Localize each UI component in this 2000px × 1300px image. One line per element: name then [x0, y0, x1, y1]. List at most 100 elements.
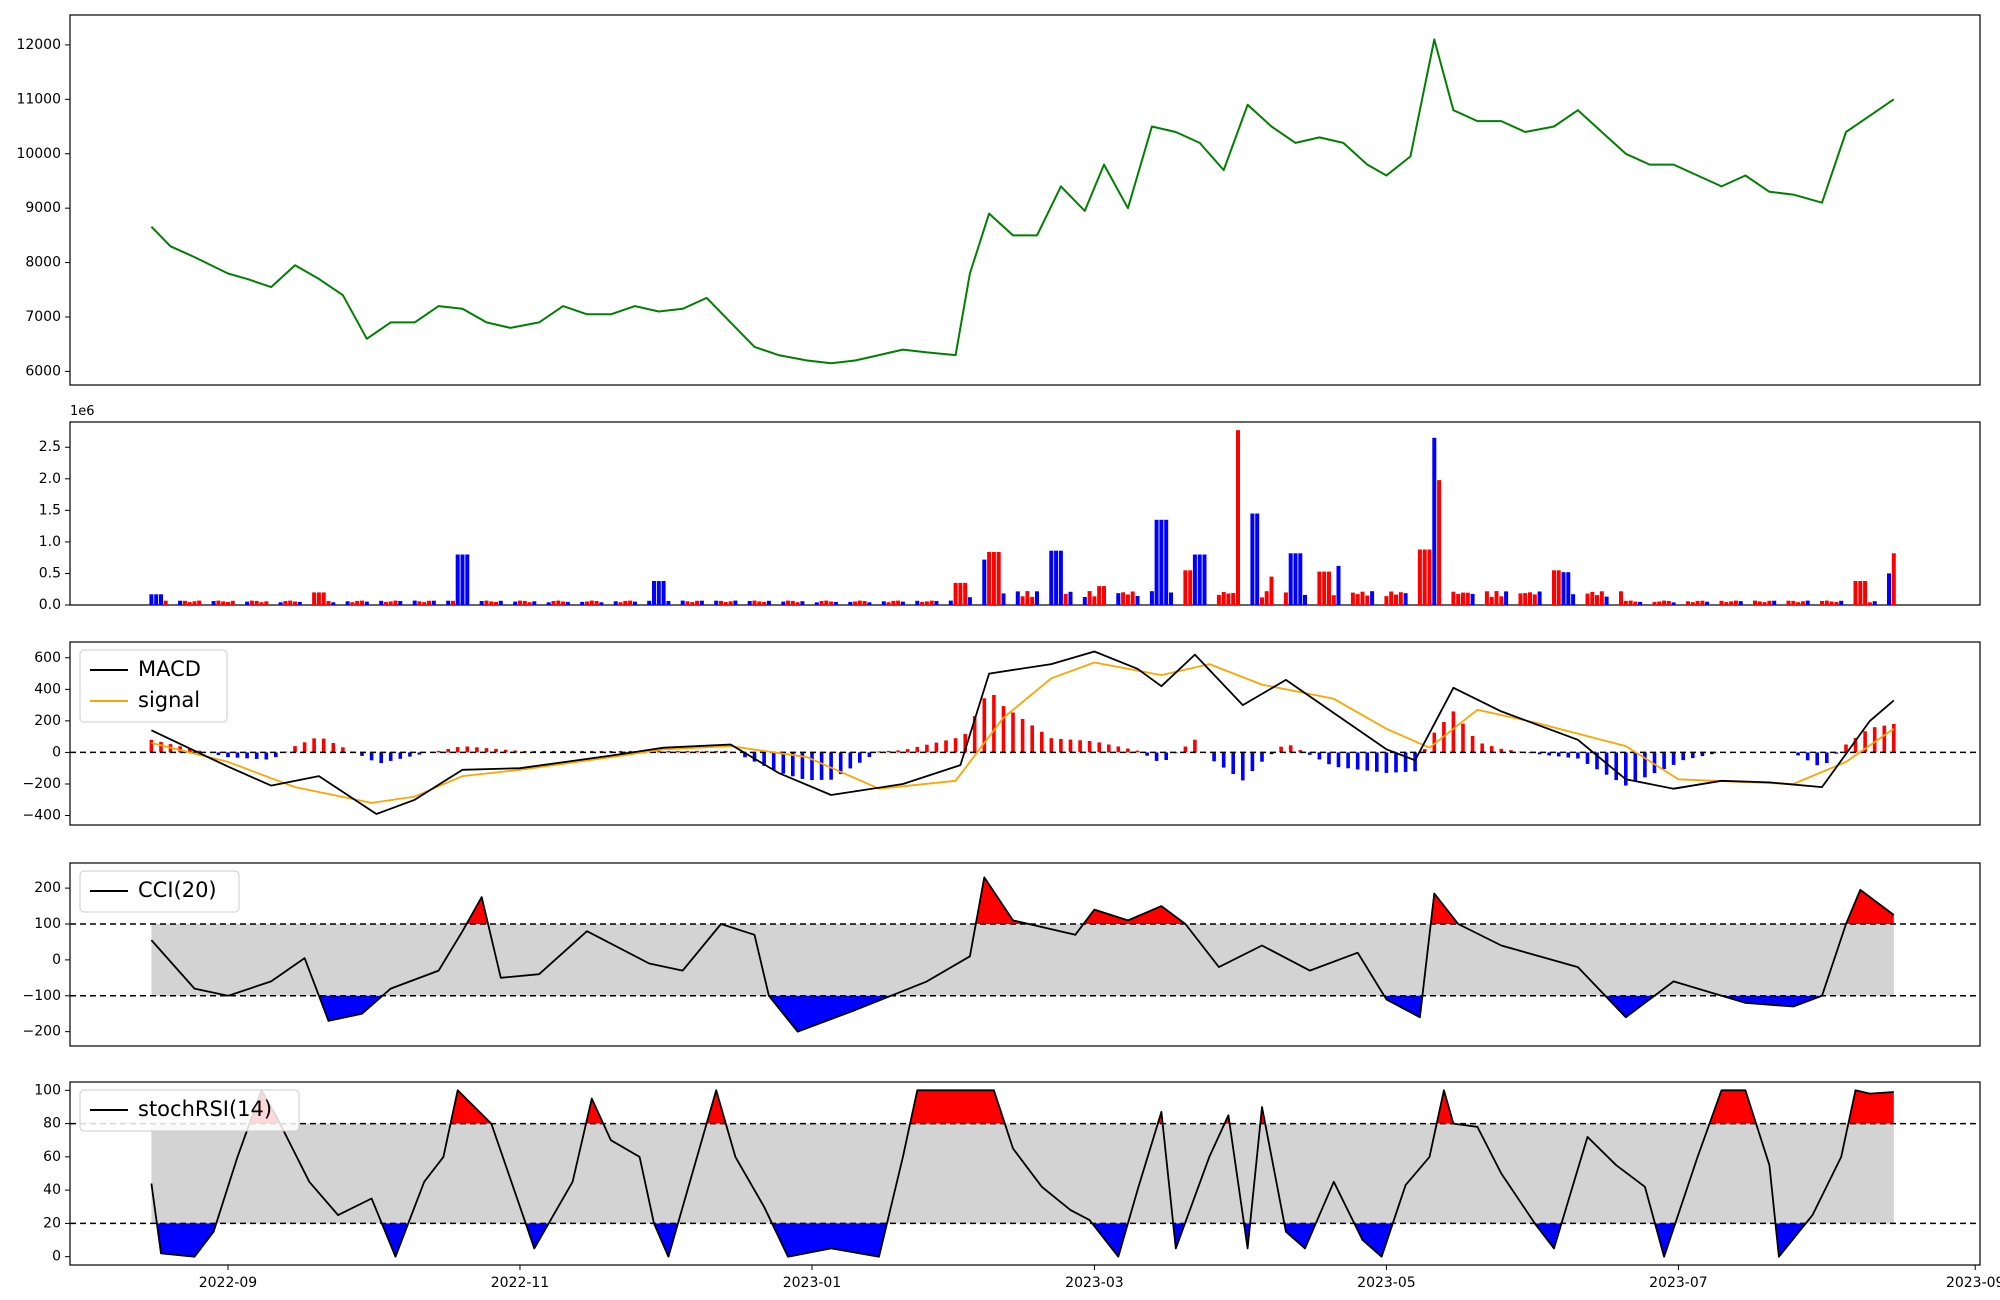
volume-bar [680, 600, 685, 605]
macd-histogram-bar [369, 752, 374, 761]
volume-bar [752, 600, 757, 605]
macd-histogram-bar [187, 748, 192, 753]
macd-histogram-bar [1394, 752, 1398, 773]
volume-bar [1135, 596, 1140, 605]
y-tick-label: 40 [43, 1182, 61, 1198]
volume-bar [1786, 600, 1791, 605]
macd-histogram-bar [1815, 752, 1819, 766]
macd-histogram-bar [1681, 752, 1685, 761]
volume-bar [1336, 565, 1341, 605]
macd-histogram-bar [408, 752, 412, 757]
volume-bar [1260, 597, 1264, 605]
volume-bar [1858, 581, 1863, 605]
y-tick-label: −200 [23, 1024, 61, 1040]
neutral-band [151, 924, 1894, 996]
legend-label: signal [138, 688, 200, 712]
macd-histogram-bar [1059, 738, 1063, 753]
macd-histogram-bar [972, 716, 977, 753]
macd-histogram-bar [1231, 752, 1235, 774]
volume-bar [924, 601, 929, 605]
volume-bar [1427, 549, 1432, 605]
volume-bar [230, 600, 235, 605]
volume-bar [881, 601, 886, 605]
volume-bar [249, 600, 254, 605]
macd-histogram-bar [513, 750, 517, 753]
volume-bar [867, 602, 872, 605]
volume-bar [1484, 591, 1489, 605]
macd-histogram-bar [398, 752, 403, 759]
volume-bar [1820, 601, 1824, 605]
y-tick-label: 7000 [25, 309, 61, 325]
macd-histogram-bar [676, 750, 680, 753]
volume-bar [1054, 550, 1059, 605]
volume-bar [312, 592, 317, 605]
volume-bar [685, 601, 690, 605]
volume-bar [1537, 591, 1542, 605]
x-tick-label: 2022-11 [491, 1275, 550, 1291]
volume-bar [690, 602, 695, 605]
y-tick-label: −400 [23, 808, 61, 824]
macd-histogram-bar [1662, 752, 1666, 769]
volume-bar [297, 601, 302, 605]
indicator-line [150, 876, 1895, 1033]
macd-histogram-bar [1805, 752, 1810, 761]
macd-histogram-bar [1260, 752, 1264, 762]
volume-bar [1700, 600, 1705, 605]
macd-histogram-bar [982, 698, 987, 753]
volume-bar [1489, 596, 1494, 605]
macd-histogram-bar [657, 750, 661, 753]
y-tick-label: 2.0 [39, 471, 61, 487]
macd-histogram-bar [1844, 744, 1848, 753]
volume-bar [1671, 602, 1676, 605]
macd-histogram-bar [1882, 725, 1887, 753]
y-tick-label: 200 [34, 880, 61, 896]
volume-bar [216, 600, 221, 605]
volume-bar [527, 602, 532, 605]
volume-bar [1599, 591, 1604, 605]
macd-line [151, 650, 1895, 815]
volume-bar [1236, 430, 1240, 605]
volume-bar [1552, 570, 1556, 605]
volume-bar [1470, 593, 1475, 605]
plot-frame [69, 14, 1981, 386]
legend-box [79, 870, 240, 913]
volume-bar [1082, 597, 1087, 605]
volume-bar [431, 600, 436, 605]
price-line [150, 38, 1895, 365]
macd-histogram-bar [1221, 752, 1226, 768]
macd-histogram-bar [1384, 752, 1389, 773]
volume-bar [1116, 593, 1121, 605]
volume-bar [226, 602, 230, 605]
volume-bar [159, 594, 163, 605]
volume-bar [293, 601, 297, 605]
macd-histogram-bar [1154, 752, 1159, 761]
macd-histogram-bar [1499, 748, 1504, 753]
macd-histogram-bar [695, 750, 699, 753]
y-tick-label: 0 [52, 952, 61, 968]
y-tick-label: 0 [52, 1249, 61, 1265]
volume-bar [1800, 601, 1805, 605]
legend-label: CCI(20) [138, 878, 217, 902]
volume-bar [1226, 593, 1231, 605]
volume-bar [1791, 600, 1796, 605]
macd-histogram-bar [1710, 752, 1714, 755]
volume-bar [379, 600, 384, 605]
macd-histogram-bar [1892, 724, 1896, 753]
overbought-fill [151, 1090, 1894, 1124]
macd-histogram-bar [1040, 731, 1044, 753]
y-tick-label: 1.5 [39, 502, 61, 518]
macd-histogram-bar [1355, 752, 1360, 770]
macd-histogram-bar [341, 747, 345, 753]
volume-bar [1288, 553, 1293, 605]
volume-bar [829, 601, 834, 605]
macd-histogram-bar [886, 750, 891, 753]
volume-bar [666, 601, 671, 605]
volume-bar [1891, 553, 1896, 605]
volume-bar [920, 602, 925, 605]
volume-bar [695, 600, 700, 605]
volume-bar [1015, 591, 1020, 605]
volume-bar [594, 601, 599, 605]
volume-bar [489, 601, 494, 605]
volume-panel: 1e6 0.0 0.5 1.0 1.5 2.0 2.5 [39, 404, 1981, 613]
volume-bar [182, 600, 187, 605]
